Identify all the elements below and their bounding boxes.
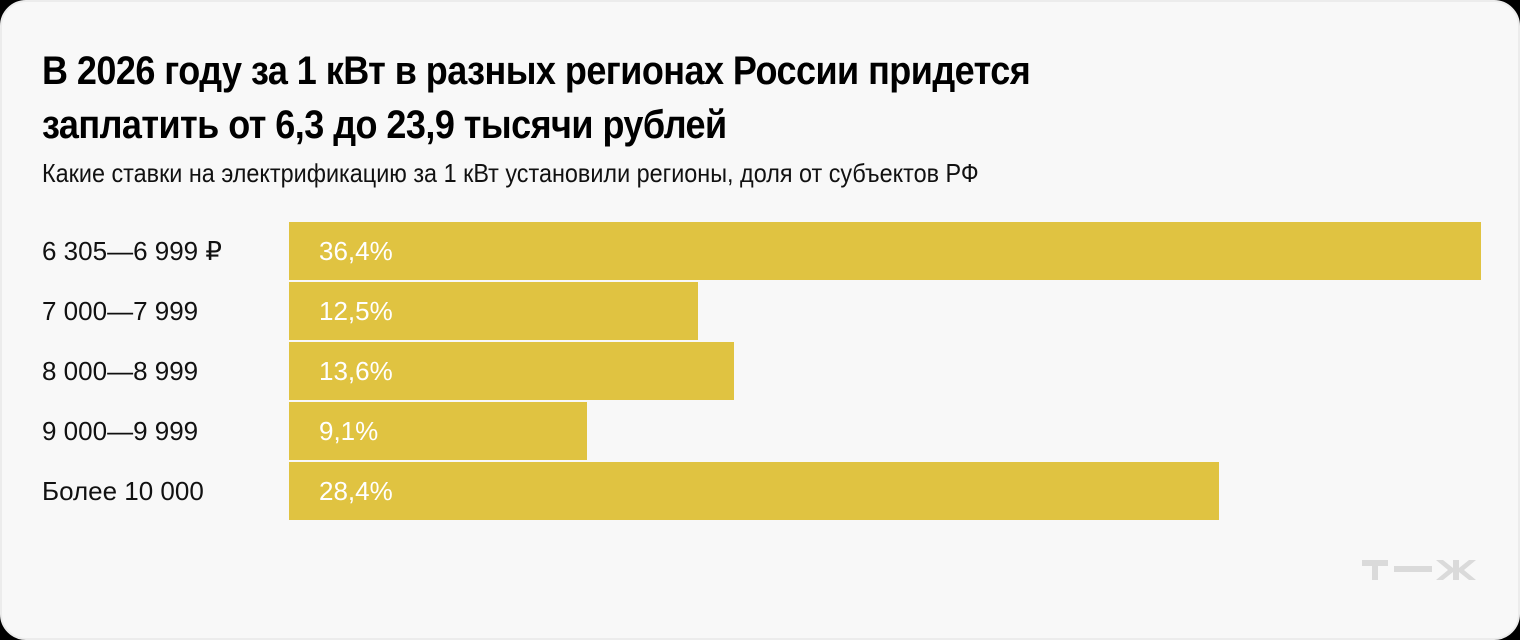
bar-row: 8 000—8 999 13,6% <box>2 342 1520 402</box>
chart-title: В 2026 году за 1 кВт в разных регионах Р… <box>42 49 1031 147</box>
chart-subtitle: Какие ставки на электрификацию за 1 кВт … <box>42 158 979 188</box>
bar: 12,5% <box>289 282 699 340</box>
bar-value-label: 28,4% <box>319 476 393 506</box>
bar: 28,4% <box>289 462 1220 520</box>
category-label: 7 000—7 999 <box>42 296 199 326</box>
category-label: Более 10 000 <box>42 476 204 506</box>
bar-row: 6 305—6 999 ₽ 36,4% <box>2 222 1520 282</box>
bar-value-label: 13,6% <box>319 356 393 386</box>
bar-row: 9 000—9 999 9,1% <box>2 402 1520 462</box>
bar-row: Более 10 000 28,4% <box>2 462 1520 522</box>
bar: 13,6% <box>289 342 735 400</box>
tj-logo-icon <box>1362 560 1476 580</box>
bar-value-label: 36,4% <box>319 236 393 266</box>
bar-chart: 6 305—6 999 ₽ 36,4% 7 000—7 999 12,5% 8 … <box>2 222 1520 522</box>
category-label: 8 000—8 999 <box>42 356 199 386</box>
category-label: 9 000—9 999 <box>42 416 199 446</box>
bar-row: 7 000—7 999 12,5% <box>2 282 1520 342</box>
bar-value-label: 12,5% <box>319 296 393 326</box>
category-label: 6 305—6 999 ₽ <box>42 236 222 266</box>
bar: 36,4% <box>289 222 1481 280</box>
bar-value-label: 9,1% <box>319 416 379 446</box>
bar: 9,1% <box>289 402 587 460</box>
